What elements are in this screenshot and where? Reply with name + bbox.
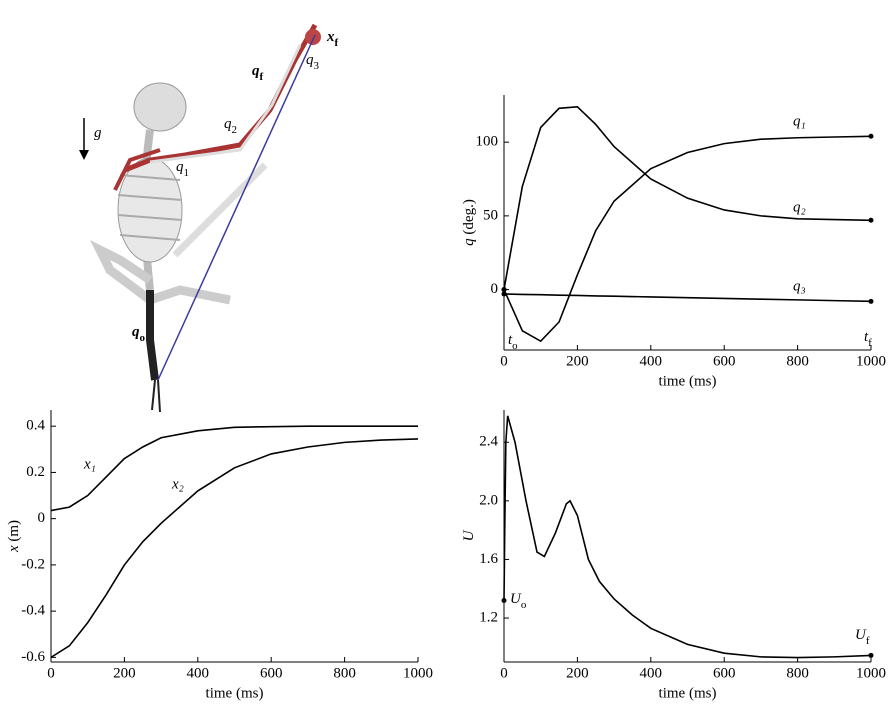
series-label: q₃	[793, 278, 806, 294]
x-tick-label: 600	[713, 353, 736, 369]
y-tick-label: 0	[38, 510, 46, 526]
x-tick-label: 1000	[856, 353, 886, 369]
y-tick-label: 0.2	[26, 464, 45, 480]
annotation: Uo	[510, 591, 527, 610]
annotation-sub: o	[512, 340, 518, 352]
end-point	[502, 598, 507, 603]
illustration-label-sub: f	[260, 71, 264, 83]
y-axis-label-unit: (deg.)	[461, 199, 477, 238]
illustration-label: q2	[224, 116, 237, 135]
end-point	[869, 218, 874, 223]
annotation-sub: f	[868, 337, 872, 349]
x-tick-label: 800	[786, 665, 809, 681]
annotation: Uf	[855, 627, 870, 646]
x-tick-label: 0	[500, 665, 508, 681]
series-line	[51, 439, 418, 657]
end-point	[869, 134, 874, 139]
x-tick-label: 0	[500, 353, 508, 369]
illustration-label: q1	[176, 159, 189, 178]
illustration-label-sub: 2	[232, 124, 238, 136]
y-tick-label: 0	[491, 281, 499, 297]
illustration-label-sub: 3	[314, 60, 320, 72]
x-tick-label: 800	[786, 353, 809, 369]
illustration-label-base: g	[94, 125, 102, 141]
illustration-label: qo	[132, 324, 146, 343]
x-tick-label: 800	[333, 665, 356, 681]
series-line	[504, 416, 871, 658]
series-line	[504, 294, 871, 301]
annotation: to	[508, 332, 518, 351]
end-point	[869, 653, 874, 658]
x-axis-label: time (ms)	[206, 685, 264, 701]
illustration-label: qf	[252, 63, 264, 82]
y-axis-label-var: U	[461, 529, 477, 541]
y-tick-label: 1.2	[479, 609, 498, 625]
y-axis-label: q (deg.)	[461, 199, 477, 246]
figure: xfqfq3q2q1gqo02004006008001000050100time…	[0, 0, 888, 707]
series-label: x₁	[83, 456, 96, 472]
end-point	[502, 287, 507, 292]
x-axis-label: time (ms)	[659, 685, 717, 701]
series-label: x₂	[171, 476, 184, 492]
x-tick-label: 200	[566, 353, 589, 369]
end-point	[502, 291, 507, 296]
x-tick-label: 600	[260, 665, 283, 681]
illustration-label: q3	[306, 52, 320, 71]
skeleton-illustration	[79, 25, 321, 412]
series-label: q₁	[793, 113, 806, 129]
illustration-label-sub: o	[140, 332, 146, 344]
x-tick-label: 1000	[403, 665, 433, 681]
x-tick-label: 200	[566, 665, 589, 681]
x-tick-label: 200	[113, 665, 136, 681]
series-line	[504, 136, 871, 341]
y-tick-label: 1.6	[479, 551, 498, 567]
x-tick-label: 600	[713, 665, 736, 681]
illustration-label-sub: f	[335, 37, 339, 49]
y-axis-label-unit: (m)	[6, 520, 22, 545]
x-tick-label: 400	[640, 353, 663, 369]
end-point	[869, 299, 874, 304]
annotation: tf	[864, 329, 872, 348]
series-line	[504, 107, 871, 290]
y-tick-label: 2.0	[479, 492, 498, 508]
x-tick-label: 1000	[856, 665, 886, 681]
y-tick-label: 2.4	[479, 434, 498, 450]
y-tick-label: 50	[483, 207, 498, 223]
y-tick-label: -0.4	[21, 603, 45, 619]
x-axis-label: time (ms)	[659, 373, 717, 389]
y-tick-label: -0.2	[21, 556, 45, 572]
x-tick-label: 0	[47, 665, 55, 681]
y-axis-label: x (m)	[6, 520, 22, 553]
illustration-label: xf	[326, 29, 339, 48]
illustration-label: g	[94, 125, 102, 141]
x-tick-label: 400	[187, 665, 210, 681]
y-tick-label: -0.6	[21, 649, 45, 665]
series-label: q₂	[793, 199, 806, 215]
y-axis-label: U	[461, 529, 477, 541]
illustration-label-sub: 1	[184, 167, 190, 179]
x-tick-label: 400	[640, 665, 663, 681]
y-tick-label: 100	[476, 134, 499, 150]
annotation-sub: o	[521, 599, 527, 611]
annotation-sub: f	[866, 635, 870, 647]
y-tick-label: 0.4	[26, 418, 45, 434]
